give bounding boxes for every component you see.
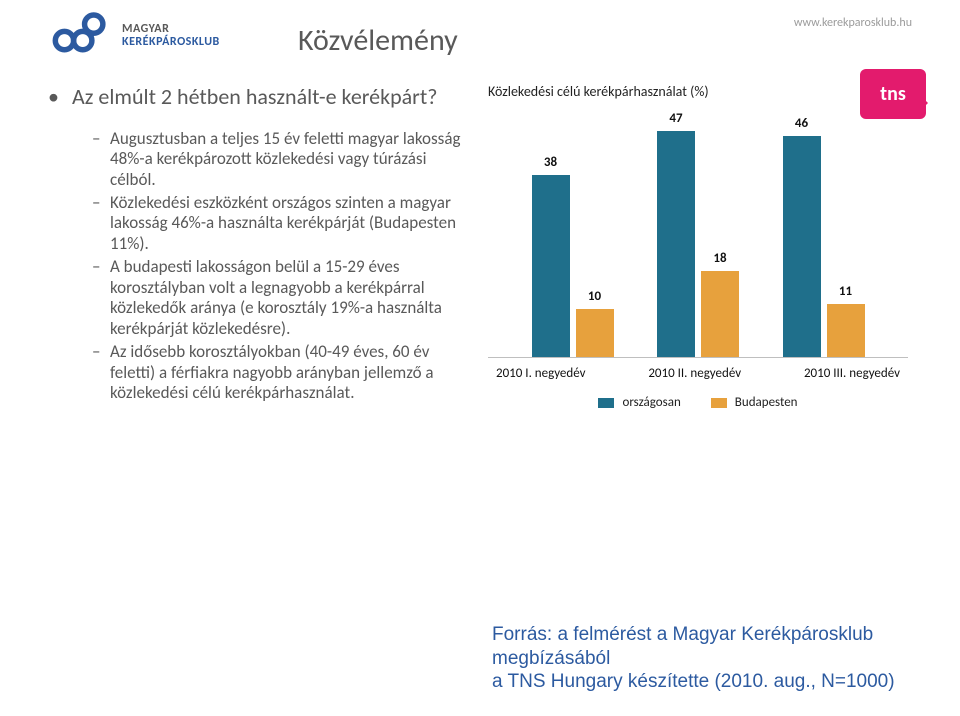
chart-bar: 11 [827, 304, 865, 357]
chart-x-label: 2010 II. negyedév [648, 366, 741, 381]
chart-column: Közlekedési célú kerékpárhasználat (%) t… [488, 83, 908, 410]
legend-swatch [711, 398, 727, 408]
slide-page: MAGYAR KERÉKPÁROSKLUB www.kerekparosklub… [0, 0, 960, 716]
bullet-l2-item: Az idősebb korosztályokban (40-49 éves, … [92, 342, 468, 404]
chart-x-label: 2010 III. negyedév [804, 366, 900, 381]
chart-bar-value: 18 [701, 251, 739, 266]
chart-legend: országosan Budapesten [488, 395, 908, 410]
legend-item: országosan [598, 395, 680, 410]
bullet-dot: • [48, 83, 72, 111]
legend-swatch [598, 398, 614, 408]
main-row: • Az elmúlt 2 hétben használt-e kerékpár… [48, 83, 912, 410]
bullet-l2-item: Közlekedési eszközként országos szinten … [92, 193, 468, 255]
bullet-l2-item: Augusztusban a teljes 15 év feletti magy… [92, 129, 468, 191]
chart-area: 381047184611 [488, 118, 908, 358]
logo-block: MAGYAR KERÉKPÁROSKLUB [48, 12, 220, 60]
chart-bar: 46 [783, 136, 821, 357]
chart-bar: 10 [576, 309, 614, 357]
chart-wrap: Közlekedési célú kerékpárhasználat (%) t… [488, 83, 908, 410]
chart-bar-group: 3810 [532, 175, 614, 357]
site-url: www.kerekparosklub.hu [794, 16, 912, 30]
source-line1: Forrás: a felmérést a Magyar Kerékpárosk… [492, 624, 873, 669]
tns-badge: tns [860, 69, 926, 119]
bullet-level1: • Az elmúlt 2 hétben használt-e kerékpár… [48, 83, 468, 111]
chart-bar: 18 [701, 271, 739, 357]
chart-bar-value: 10 [576, 289, 614, 304]
chart-bar: 38 [532, 175, 570, 357]
chart-bar-group: 4718 [657, 131, 739, 357]
source-text: Forrás: a felmérést a Magyar Kerékpárosk… [492, 623, 912, 694]
chart-bar: 47 [657, 131, 695, 357]
bullet-level2-list: Augusztusban a teljes 15 év feletti magy… [92, 129, 468, 405]
legend-label: országosan [622, 395, 680, 410]
bullet-l1-text: Az elmúlt 2 hétben használt-e kerékpárt? [72, 83, 437, 111]
chart-bar-value: 38 [532, 155, 570, 170]
chart-bar-value: 11 [827, 284, 865, 299]
chart-x-label: 2010 I. negyedév [496, 366, 586, 381]
chart-bar-group: 4611 [783, 136, 865, 357]
logo-line2: KERÉKPÁROSKLUB [122, 36, 220, 49]
text-column: • Az elmúlt 2 hétben használt-e kerékpár… [48, 83, 468, 410]
logo-icon [48, 12, 112, 60]
bullet-l2-item: A budapesti lakosságon belül a 15-29 éve… [92, 257, 468, 340]
legend-label: Budapesten [735, 395, 798, 410]
legend-item: Budapesten [711, 395, 798, 410]
logo-text: MAGYAR KERÉKPÁROSKLUB [122, 23, 220, 49]
chart-x-labels: 2010 I. negyedév 2010 II. negyedév 2010 II… [488, 366, 908, 381]
tns-label: tns [880, 82, 906, 106]
chart-bar-value: 46 [783, 116, 821, 131]
source-line2: a TNS Hungary készítette (2010. aug., N=… [492, 671, 895, 692]
chart-bar-value: 47 [657, 111, 695, 126]
chart-title: Közlekedési célú kerékpárhasználat (%) [488, 83, 908, 100]
